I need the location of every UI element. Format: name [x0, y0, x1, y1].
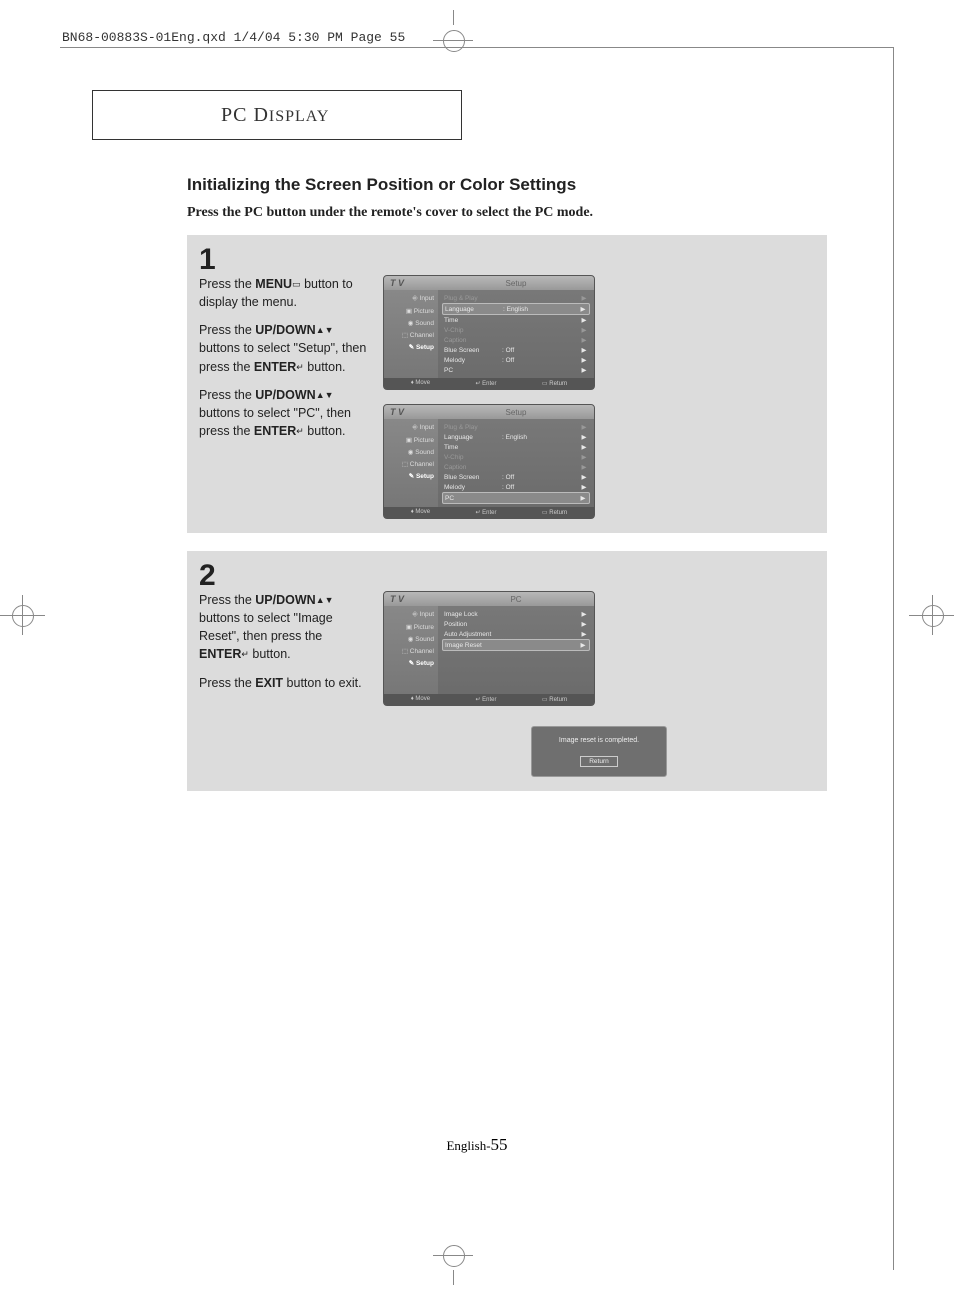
- step-1-text: Press the MENU▭ button to display the me…: [199, 275, 371, 519]
- sidebar-item-picture[interactable]: ▣ Picture: [384, 434, 438, 446]
- menu-row[interactable]: Plug & Play▶: [442, 422, 590, 432]
- enter-icon: ↵: [296, 362, 304, 372]
- menu-row[interactable]: Caption▶: [442, 462, 590, 472]
- sidebar-item-input[interactable]: ⎆ Input: [384, 422, 438, 434]
- page-number: English-55: [60, 1135, 894, 1155]
- menu-row[interactable]: Auto Adjustment▶: [442, 629, 590, 639]
- right-rule: [893, 47, 894, 1270]
- menu-row[interactable]: Blue Screen: Off▶: [442, 345, 590, 355]
- page-frame: BN68-00883S-01Eng.qxd 1/4/04 5:30 PM Pag…: [60, 25, 894, 1270]
- step-1-block: 1 Press the MENU▭ button to display the …: [187, 235, 827, 533]
- sidebar-item-sound[interactable]: ◉ Sound: [384, 446, 438, 458]
- step-1-number: 1: [199, 245, 815, 275]
- sidebar-item-input[interactable]: ⎆ Input: [384, 293, 438, 305]
- menu-row[interactable]: Blue Screen: Off▶: [442, 472, 590, 482]
- popup-return-button[interactable]: Return: [580, 756, 618, 767]
- sidebar-item-sound[interactable]: ◉ Sound: [384, 317, 438, 329]
- section-title: PC DISPLAY: [221, 104, 329, 127]
- sidebar-item-setup[interactable]: ✎ Setup: [384, 657, 438, 669]
- sidebar-item-channel[interactable]: ⬚ Channel: [384, 458, 438, 470]
- footer-move: ♦ Move: [411, 696, 430, 703]
- footer-enter: ↵ Enter: [475, 696, 496, 703]
- step-2-text: Press the UP/DOWN▲▼ buttons to select "I…: [199, 591, 371, 777]
- file-header: BN68-00883S-01Eng.qxd 1/4/04 5:30 PM Pag…: [62, 30, 405, 45]
- step-2-block: 2 Press the UP/DOWN▲▼ buttons to select …: [187, 551, 827, 791]
- sidebar-item-picture[interactable]: ▣ Picture: [384, 305, 438, 317]
- page-heading: Initializing the Screen Position or Colo…: [187, 175, 827, 195]
- menu-row[interactable]: Melody: Off▶: [442, 482, 590, 492]
- footer-enter: ↵ Enter: [475, 509, 496, 516]
- sidebar-item-setup[interactable]: ✎ Setup: [384, 470, 438, 482]
- menu-row[interactable]: Time▶: [442, 315, 590, 325]
- sidebar-item-sound[interactable]: ◉ Sound: [384, 633, 438, 645]
- menu-row[interactable]: Plug & Play▶: [442, 293, 590, 303]
- enter-icon: ↵: [296, 426, 304, 436]
- tv-menu-setup-1: T VSetup⎆ Input▣ Picture◉ Sound⬚ Channel…: [383, 275, 595, 390]
- footer-return: ▭ Return: [542, 509, 567, 516]
- sidebar-item-channel[interactable]: ⬚ Channel: [384, 329, 438, 341]
- popup-message: Image reset is completed.: [538, 737, 660, 744]
- page-subheading: Press the PC button under the remote's c…: [187, 205, 827, 221]
- enter-icon: ↵: [241, 650, 249, 660]
- menu-row[interactable]: Melody: Off▶: [442, 355, 590, 365]
- menu-row[interactable]: Time▶: [442, 442, 590, 452]
- menu-row[interactable]: Image Reset▶: [442, 639, 590, 651]
- footer-enter: ↵ Enter: [475, 380, 496, 387]
- menu-row[interactable]: Caption▶: [442, 335, 590, 345]
- updown-icon: ▲▼: [316, 325, 334, 335]
- sidebar-item-picture[interactable]: ▣ Picture: [384, 621, 438, 633]
- menu-row[interactable]: V-Chip▶: [442, 452, 590, 462]
- menu-row[interactable]: V-Chip▶: [442, 325, 590, 335]
- crop-mark-left: [0, 605, 40, 625]
- section-title-box: PC DISPLAY: [92, 90, 462, 140]
- menu-row[interactable]: Image Lock▶: [442, 609, 590, 619]
- footer-return: ▭ Return: [542, 380, 567, 387]
- menu-row[interactable]: PC▶: [442, 365, 590, 375]
- menu-row[interactable]: Position▶: [442, 619, 590, 629]
- menu-icon: ▭: [292, 279, 301, 289]
- sidebar-item-channel[interactable]: ⬚ Channel: [384, 645, 438, 657]
- crop-mark-right: [914, 605, 954, 625]
- footer-return: ▭ Return: [542, 696, 567, 703]
- menu-row[interactable]: Language: English▶: [442, 303, 590, 315]
- menu-row[interactable]: Language: English▶: [442, 432, 590, 442]
- updown-icon: ▲▼: [316, 390, 334, 400]
- menu-row[interactable]: PC▶: [442, 492, 590, 504]
- step-2-number: 2: [199, 561, 815, 591]
- tv-menu-pc: T VPC⎆ Input▣ Picture◉ Sound⬚ Channel✎ S…: [383, 591, 595, 706]
- image-reset-popup: Image reset is completed. Return: [531, 726, 667, 777]
- header-rule: [60, 47, 894, 48]
- sidebar-item-input[interactable]: ⎆ Input: [384, 609, 438, 621]
- updown-icon: ▲▼: [316, 595, 334, 605]
- footer-move: ♦ Move: [411, 380, 430, 387]
- footer-move: ♦ Move: [411, 509, 430, 516]
- sidebar-item-setup[interactable]: ✎ Setup: [384, 341, 438, 353]
- main-content: Initializing the Screen Position or Colo…: [187, 175, 827, 809]
- tv-menu-setup-2: T VSetup⎆ Input▣ Picture◉ Sound⬚ Channel…: [383, 404, 595, 519]
